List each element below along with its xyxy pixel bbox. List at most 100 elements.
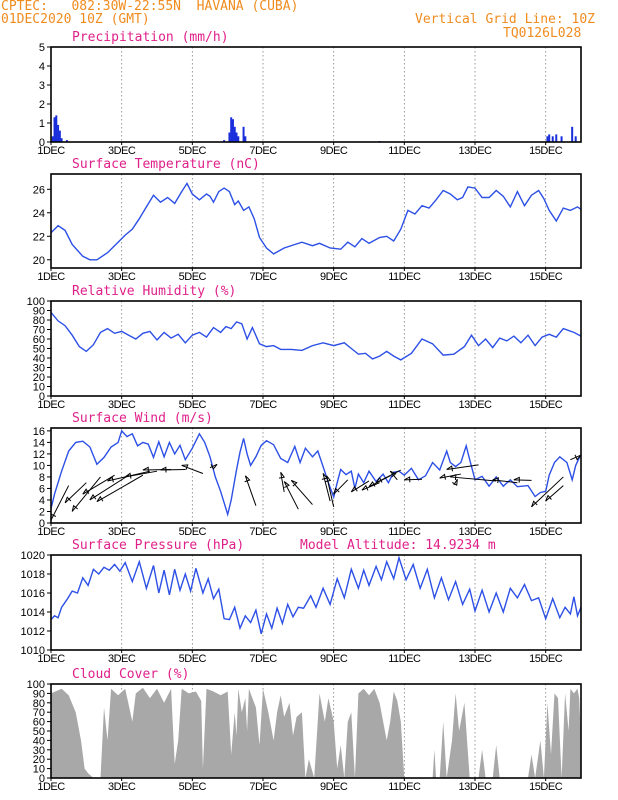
- y-tick-label: 26: [33, 184, 45, 196]
- precip-bar: [546, 136, 549, 142]
- panel-frame: [50, 300, 582, 397]
- wind-arrow: [244, 475, 257, 506]
- y-tick-label: 10: [33, 460, 45, 472]
- x-tick-label: 3DEC: [108, 145, 136, 157]
- wind-arrow: [492, 479, 518, 484]
- wind-arrow: [181, 464, 204, 474]
- wind-arrow-head: [375, 476, 383, 483]
- wind-arrow: [439, 473, 461, 479]
- precip-bar: [233, 126, 236, 142]
- header-station: CPTEC: 082:30W-22:55N HAVANA (CUBA): [1, 0, 299, 14]
- precip-bar: [228, 132, 231, 142]
- x-tick-label: 1DEC: [37, 653, 65, 665]
- y-tick-label: 4: [39, 495, 45, 507]
- wind-arrow-head: [452, 479, 458, 487]
- wind-arrow-head: [124, 472, 132, 479]
- wind-arrow: [209, 463, 218, 469]
- y-tick-label: 5: [39, 42, 45, 54]
- x-tick-label: 1DEC: [37, 271, 65, 283]
- x-tick-label: 7DEC: [249, 781, 277, 793]
- wind-arrow: [450, 476, 497, 482]
- wind-arrow-head: [446, 465, 453, 472]
- x-tick-label: 7DEC: [249, 271, 277, 283]
- x-tick-label: 7DEC: [249, 399, 277, 411]
- x-tick-label: 5DEC: [179, 526, 207, 538]
- wind-arrow: [545, 485, 564, 502]
- y-tick-label: 4: [39, 61, 45, 73]
- panel-frame: [50, 427, 582, 524]
- wind-arrow-head: [389, 470, 397, 478]
- wind-arrow-head: [368, 480, 376, 488]
- panel-title: Precipitation (mm/h): [72, 30, 229, 45]
- series-line: [50, 429, 582, 518]
- y-tick-label: 1020: [21, 550, 45, 562]
- panel-title: Cloud Cover (%): [72, 667, 189, 682]
- x-tick-label: 1DEC: [37, 399, 65, 411]
- y-tick-label: 2: [39, 506, 45, 518]
- y-tick-label: 1014: [21, 607, 45, 619]
- x-tick-label: 5DEC: [179, 399, 207, 411]
- wind-arrow: [404, 478, 423, 481]
- x-tick-label: 5DEC: [179, 653, 207, 665]
- header-model-id: TQ0126L028: [503, 26, 582, 41]
- wind-arrow: [82, 474, 115, 495]
- precip-bar: [574, 136, 577, 142]
- x-tick-label: 11DEC: [388, 145, 421, 157]
- y-tick-label: 1: [39, 118, 45, 130]
- wind-arrow-head: [181, 464, 189, 470]
- precip-bar: [235, 132, 238, 142]
- y-tick-label: 30: [33, 363, 45, 375]
- x-tick-label: 3DEC: [108, 653, 136, 665]
- panel-1: 0 1 2 3 4 5 1DEC 3DEC 5DEC 7DEC 9DEC 11DEC 13DEC 15DE…: [37, 30, 582, 157]
- x-tick-label: 11DEC: [388, 271, 421, 283]
- cloud-cover-area: [51, 687, 581, 778]
- precip-bar: [237, 136, 240, 142]
- y-tick-label: 1010: [21, 645, 45, 657]
- y-tick-label: 70: [33, 707, 45, 719]
- wind-arrow: [531, 476, 564, 508]
- wind-arrow-head: [404, 476, 411, 483]
- wind-arrow-head: [350, 485, 358, 493]
- precip-bar: [571, 126, 574, 142]
- wind-arrow-head: [244, 475, 251, 483]
- x-tick-label: 5DEC: [179, 271, 207, 283]
- wind-arrow-head: [210, 463, 218, 470]
- wind-arrow: [71, 476, 101, 512]
- precip-bar: [231, 119, 234, 142]
- precip-bar: [551, 136, 554, 142]
- y-tick-label: 0: [39, 518, 45, 530]
- y-tick-label: 8: [39, 472, 45, 484]
- wind-arrow: [280, 472, 285, 492]
- x-tick-label: 13DEC: [459, 781, 493, 793]
- precip-bar: [242, 126, 245, 142]
- wind-arrow: [351, 480, 370, 493]
- wind-arrow: [322, 473, 331, 502]
- y-tick-label: 6: [39, 483, 45, 495]
- panel-title: Surface Pressure (hPa): [72, 538, 244, 553]
- y-tick-label: 40: [33, 353, 45, 365]
- y-tick-label: 10: [33, 764, 45, 776]
- wind-arrow: [160, 468, 186, 471]
- wind-arrow-head: [89, 493, 97, 501]
- panel-frame: [50, 554, 582, 651]
- x-tick-label: 11DEC: [388, 526, 421, 538]
- wind-arrow: [89, 474, 130, 501]
- wind-arrow: [361, 482, 380, 491]
- x-tick-label: 11DEC: [388, 781, 421, 793]
- wind-arrow-head: [107, 476, 114, 483]
- y-tick-label: 12: [33, 449, 45, 461]
- x-tick-label: 13DEC: [459, 399, 493, 411]
- y-tick-label: 0: [39, 773, 45, 785]
- wind-arrow: [64, 482, 87, 504]
- x-tick-label: 5DEC: [179, 781, 207, 793]
- y-tick-label: 24: [33, 208, 45, 220]
- y-tick-label: 0: [39, 391, 45, 403]
- x-tick-label: 3DEC: [108, 271, 136, 283]
- y-tick-label: 90: [33, 688, 45, 700]
- precip-bar: [244, 136, 247, 142]
- wind-arrow-head: [325, 475, 332, 483]
- wind-arrow: [96, 474, 144, 503]
- y-tick-label: 2: [39, 99, 45, 111]
- x-tick-label: 13DEC: [459, 271, 493, 283]
- wind-arrow-head: [283, 481, 290, 488]
